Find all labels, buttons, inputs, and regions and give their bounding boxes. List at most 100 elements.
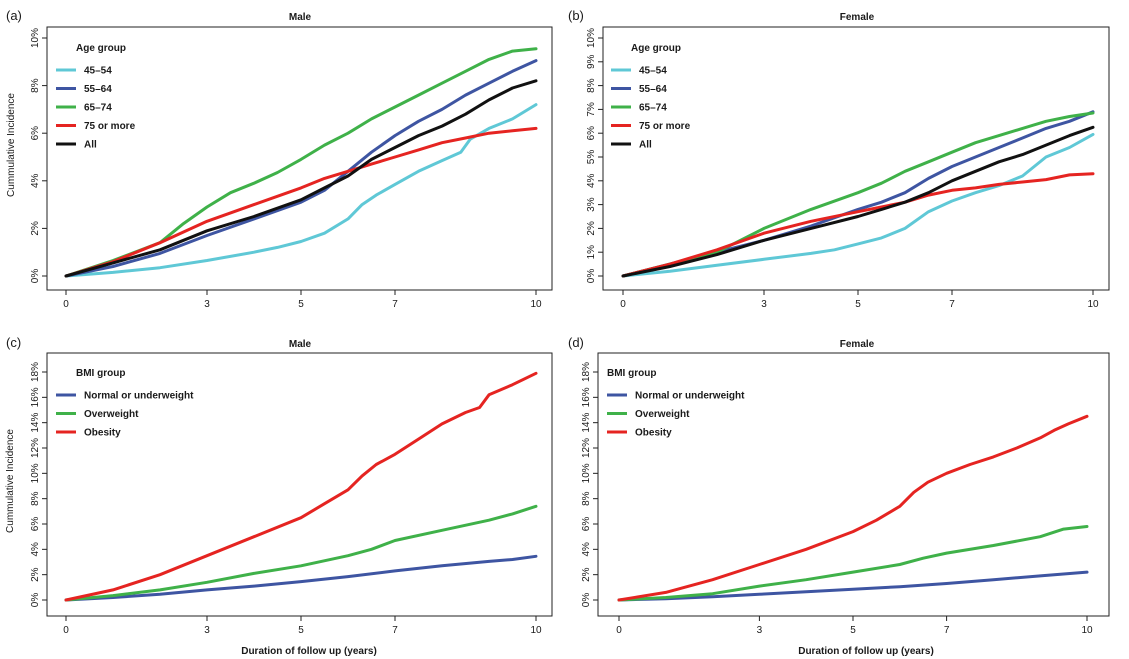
- x-tick-label: 10: [1081, 625, 1093, 636]
- y-tick-label: 16%: [30, 387, 41, 407]
- y-tick-label: 0%: [581, 593, 592, 608]
- plot-frame: [46, 352, 553, 617]
- legend-label: All: [639, 140, 652, 151]
- panel-label: (b): [568, 8, 584, 23]
- legend: BMI group Normal or underweight Overweigh…: [607, 368, 745, 439]
- y-tick-label: 6%: [586, 126, 597, 141]
- plot-title: Male: [289, 339, 312, 350]
- y-tick-label: 5%: [586, 150, 597, 165]
- series-lines: [64, 47, 538, 278]
- legend-title: Age group: [631, 43, 681, 54]
- legend-label: Overweight: [84, 409, 139, 420]
- y-tick-label: 2%: [581, 567, 592, 582]
- legend-label: All: [84, 140, 97, 151]
- y-tick-label: 6%: [581, 517, 592, 532]
- legend-label: 55–64: [84, 84, 112, 95]
- legend-label: 55–64: [639, 84, 667, 95]
- plot-title: Male: [289, 12, 312, 23]
- y-tick-label: 8%: [581, 491, 592, 506]
- legend-label: Normal or underweight: [84, 391, 194, 402]
- x-tick-label: 7: [392, 625, 398, 636]
- y-tick-label: 18%: [30, 362, 41, 382]
- y-tick-label: 10%: [586, 28, 597, 48]
- x-tick-label: 5: [850, 625, 856, 636]
- x-tick-label: 10: [1087, 299, 1099, 310]
- x-tick-label: 3: [204, 625, 210, 636]
- panel-a: (a) Male Cummulative Incidence 0 3 5 7 10 0% 2…: [6, 8, 553, 310]
- x-tick-label: 5: [298, 299, 304, 310]
- series-lines: [617, 414, 1089, 602]
- x-tick-label: 0: [620, 299, 626, 310]
- y-tick-label: 2%: [30, 567, 41, 582]
- x-tick-label: 7: [949, 299, 955, 310]
- y-axis-title: Cummulative Incidence: [6, 93, 17, 197]
- y-tick-label: 10%: [30, 28, 41, 48]
- y-tick-label: 8%: [586, 78, 597, 93]
- y-tick-label: 10%: [30, 463, 41, 483]
- y-tick-label: 2%: [30, 221, 41, 236]
- series-line-5: [621, 125, 1095, 278]
- y-tick-label: 2%: [586, 221, 597, 236]
- y-tick-label: 1%: [586, 245, 597, 260]
- x-tick-label: 10: [530, 625, 542, 636]
- legend-label: Overweight: [635, 409, 690, 420]
- y-tick-label: 0%: [30, 269, 41, 284]
- y-tick-label: 12%: [581, 438, 592, 458]
- x-tick-label: 0: [616, 625, 622, 636]
- series-line-1: [621, 132, 1095, 278]
- panel-c: (c) Male Cummulative Incidence 0 3 5 7 10 0% 2…: [5, 335, 553, 657]
- series-line-2: [64, 59, 538, 278]
- series-line-3: [64, 47, 538, 278]
- y-axis-title: Cummulative Incidence: [5, 429, 16, 533]
- axis-ticks: 0 3 5 7 10 0% 1% 2% 3% 4% 5% 6% 7% 8% 9% 10%: [586, 28, 1099, 310]
- legend: Age group 45–54 55–64 65–74 75 or more All: [56, 43, 136, 151]
- y-tick-label: 9%: [586, 54, 597, 69]
- x-tick-label: 0: [63, 299, 69, 310]
- panel-label: (d): [568, 335, 584, 350]
- x-axis-title: Duration of follow up (years): [241, 646, 377, 657]
- y-tick-label: 0%: [586, 269, 597, 284]
- series-line-1: [617, 570, 1089, 602]
- panel-label: (a): [6, 8, 22, 23]
- series-line-1: [64, 554, 538, 602]
- axis-ticks: 0 3 5 7 10 0% 2% 4% 6% 8% 10% 12% 14% 16% 18%: [30, 362, 542, 636]
- y-tick-label: 8%: [30, 491, 41, 506]
- panel-b: (b) Female 0 3 5 7 10 0% 1% 2% 3% 4% 5% 6% 7% 8% 9% 10%…: [568, 8, 1110, 310]
- y-tick-label: 14%: [581, 413, 592, 433]
- axis-ticks: 0 3 5 7 10 0% 2% 4% 6% 8% 10% 12% 14% 16% 18%: [581, 362, 1093, 636]
- plot-frame: [602, 26, 1110, 291]
- y-tick-label: 4%: [581, 542, 592, 557]
- y-tick-label: 6%: [30, 126, 41, 141]
- x-tick-label: 3: [761, 299, 767, 310]
- legend-label: Obesity: [635, 428, 672, 439]
- x-tick-label: 5: [855, 299, 861, 310]
- x-tick-label: 5: [298, 625, 304, 636]
- y-tick-label: 0%: [30, 593, 41, 608]
- panel-label: (c): [6, 335, 21, 350]
- y-tick-label: 12%: [30, 438, 41, 458]
- y-tick-label: 4%: [586, 173, 597, 188]
- legend-label: 45–54: [84, 66, 112, 77]
- axis-ticks: 0 3 5 7 10 0% 2% 4% 6% 8% 10%: [30, 28, 542, 310]
- series-line-2: [64, 504, 538, 602]
- legend-title: BMI group: [607, 368, 656, 379]
- x-tick-label: 7: [392, 299, 398, 310]
- plot-title: Female: [840, 339, 875, 350]
- legend-label: Normal or underweight: [635, 391, 745, 402]
- series-line-1: [64, 103, 538, 278]
- y-tick-label: 14%: [30, 413, 41, 433]
- legend-label: 75 or more: [639, 121, 691, 132]
- y-tick-label: 4%: [30, 542, 41, 557]
- x-tick-label: 7: [944, 625, 950, 636]
- x-tick-label: 3: [757, 625, 763, 636]
- legend: Age group 45–54 55–64 65–74 75 or more All: [611, 43, 691, 151]
- plot-frame: [46, 26, 553, 291]
- y-tick-label: 10%: [581, 463, 592, 483]
- legend-label: 65–74: [639, 103, 667, 114]
- x-tick-label: 3: [204, 299, 210, 310]
- y-tick-label: 16%: [581, 387, 592, 407]
- y-tick-label: 8%: [30, 78, 41, 93]
- y-tick-label: 4%: [30, 173, 41, 188]
- series-lines: [64, 371, 538, 602]
